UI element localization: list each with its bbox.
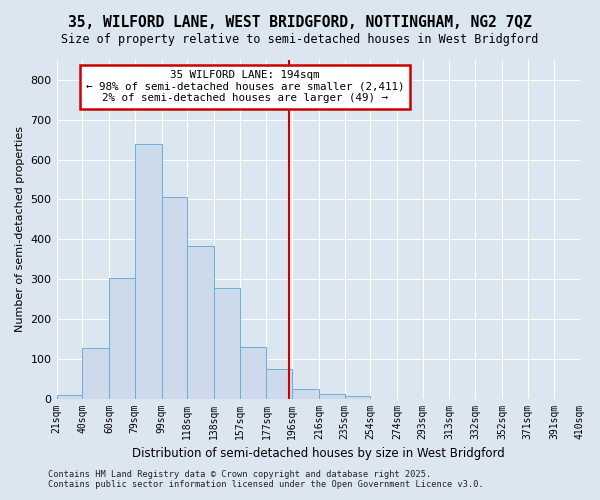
Bar [82,348,109,399]
Text: Size of property relative to semi-detached houses in West Bridgford: Size of property relative to semi-detach… [61,32,539,46]
Bar [239,347,266,399]
Bar [292,388,319,398]
Text: 35 WILFORD LANE: 194sqm
← 98% of semi-detached houses are smaller (2,411)
2% of : 35 WILFORD LANE: 194sqm ← 98% of semi-de… [86,70,404,103]
Bar [214,288,239,399]
Bar [161,198,187,398]
Bar [56,396,82,398]
Text: 35, WILFORD LANE, WEST BRIDGFORD, NOTTINGHAM, NG2 7QZ: 35, WILFORD LANE, WEST BRIDGFORD, NOTTIN… [68,15,532,30]
X-axis label: Distribution of semi-detached houses by size in West Bridgford: Distribution of semi-detached houses by … [132,447,505,460]
Y-axis label: Number of semi-detached properties: Number of semi-detached properties [15,126,25,332]
Bar [344,396,370,398]
Bar [109,278,134,398]
Bar [134,144,161,398]
Bar [187,246,214,398]
Bar [319,394,344,398]
Bar [266,370,292,398]
Text: Contains HM Land Registry data © Crown copyright and database right 2025.
Contai: Contains HM Land Registry data © Crown c… [48,470,484,489]
